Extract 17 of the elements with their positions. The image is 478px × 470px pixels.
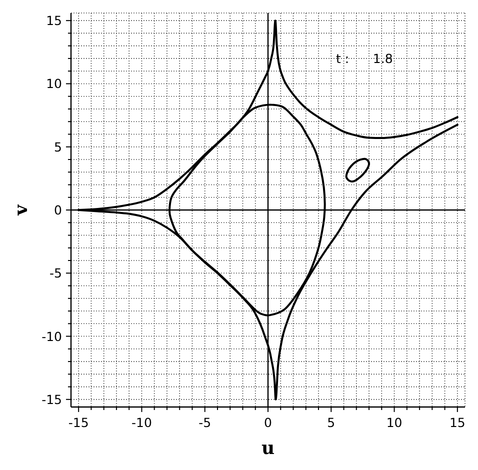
x-tick-label: 10 — [386, 415, 402, 430]
y-tick-label: -5 — [50, 266, 62, 281]
y-tick-label: 15 — [46, 13, 62, 28]
y-axis-title: v — [11, 204, 32, 216]
x-tick-label: -5 — [198, 415, 212, 430]
y-tick-label: -10 — [42, 328, 62, 344]
x-tick-label: 15 — [449, 415, 466, 430]
x-axis-title: u — [260, 438, 276, 459]
x-tick-label: 5 — [327, 415, 336, 430]
annotation: t : 1.8 — [336, 51, 393, 67]
x-tick-label: -15 — [68, 415, 89, 430]
x-tick-label: -10 — [132, 415, 152, 430]
y-tick-label: 10 — [46, 76, 62, 92]
y-tick-label: 5 — [54, 139, 62, 154]
x-tick-label: 0 — [264, 415, 272, 430]
y-tick-label: -15 — [42, 392, 62, 407]
y-tick-label: 0 — [54, 202, 62, 218]
